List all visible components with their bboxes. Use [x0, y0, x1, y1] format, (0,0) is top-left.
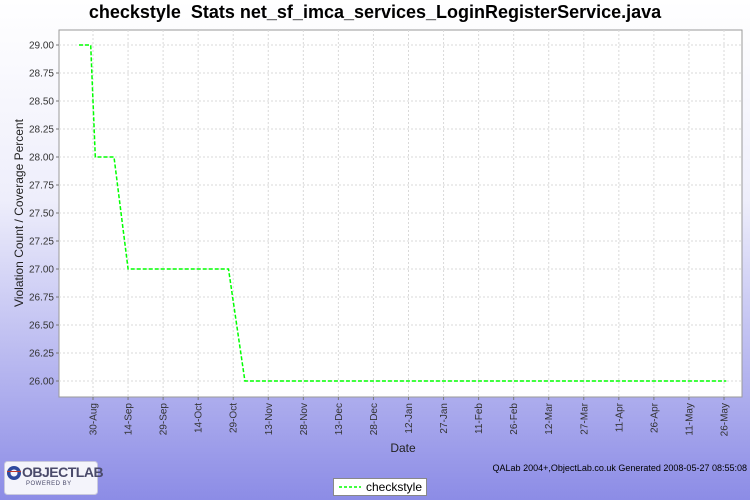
y-tick-label: 26.75 [29, 293, 54, 304]
legend: checkstyle [333, 478, 428, 496]
legend-swatch [339, 486, 361, 488]
x-tick-label: 26-May [720, 403, 731, 436]
chart-title: checkstyle Stats net_sf_imca_services_Lo… [88, 2, 662, 22]
series-layer [78, 44, 727, 382]
x-tick-label: 13-Nov [264, 403, 275, 435]
x-tick-label: 26-Feb [509, 403, 520, 435]
x-tick-label: 27-Mar [579, 402, 590, 434]
series-line-checkstyle [79, 44, 727, 382]
legend-label: checkstyle [366, 480, 423, 494]
x-tick-label: 14-Oct [194, 403, 205, 433]
y-tick-label: 27.50 [29, 209, 54, 220]
y-tick-label: 29.00 [29, 41, 54, 52]
x-tick-label: 12-Mar [544, 402, 555, 434]
x-tick-label: 29-Oct [229, 403, 240, 433]
y-tick-label: 28.75 [29, 69, 54, 80]
x-axis-title: Date [390, 441, 416, 455]
y-tick-label: 26.25 [29, 349, 54, 360]
objectlab-logo: OBJECTLAB POWERED BY [4, 461, 104, 495]
y-tick-label: 28.25 [29, 125, 54, 136]
x-tick-label: 26-Apr [649, 402, 660, 433]
logo-wordmark: OBJECTLAB [22, 464, 104, 480]
x-tick-label: 28-Dec [369, 403, 380, 435]
y-axis-title: Violation Count / Coverage Percent [12, 118, 26, 307]
x-tick-label: 14-Sep [124, 403, 135, 436]
y-tick-label: 28.50 [29, 97, 54, 108]
x-tick-label: 11-Apr [614, 402, 625, 432]
x-tick-label: 11-May [684, 403, 695, 436]
y-tick-label: 28.00 [29, 153, 54, 164]
x-tick-label: 27-Jan [439, 403, 450, 434]
y-tick-label: 26.50 [29, 321, 54, 332]
x-tick-label: 29-Sep [159, 403, 170, 436]
x-tick-label: 13-Dec [334, 403, 345, 435]
x-tick-label: 30-Aug [89, 403, 100, 435]
x-tick-label: 28-Nov [299, 403, 310, 435]
y-tick-label: 26.00 [29, 377, 54, 388]
y-tick-label: 27.00 [29, 265, 54, 276]
objectlab-logo-graphic [4, 461, 98, 495]
y-tick-label: 27.25 [29, 237, 54, 248]
y-tick-label: 27.75 [29, 181, 54, 192]
x-tick-label: 11-Feb [474, 403, 485, 434]
generated-info: QALab 2004+,ObjectLab.co.uk Generated 20… [492, 463, 747, 473]
x-tick-label: 12-Jan [404, 403, 415, 434]
logo-powered-by: POWERED BY [26, 481, 72, 487]
tick-layer: 26.00 26.25 26.50 26.75 27.00 27.25 27.50 27.75… [29, 41, 731, 437]
